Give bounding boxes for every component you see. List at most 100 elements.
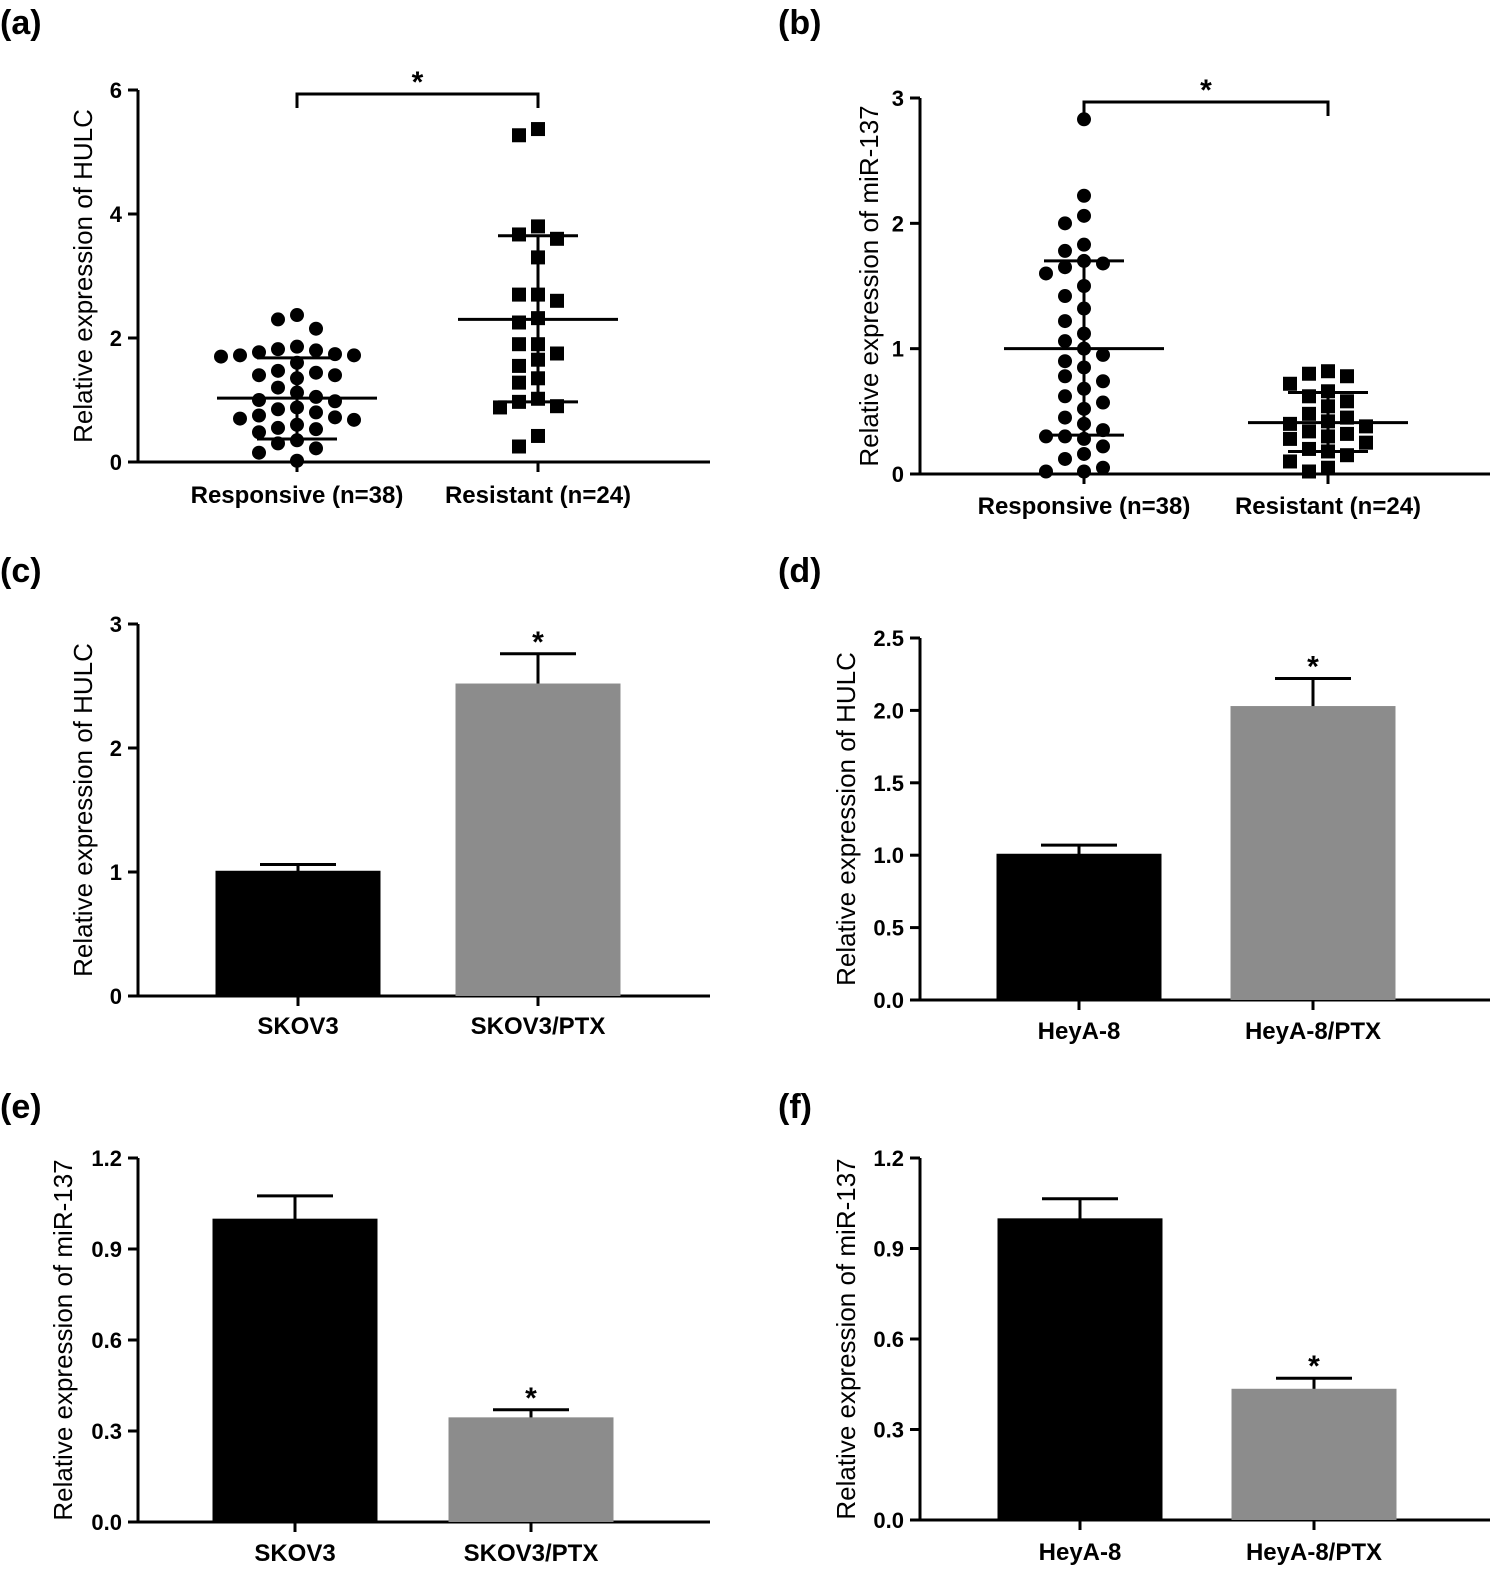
y-tick-label: 2.0	[873, 698, 904, 723]
data-point-circle	[1096, 256, 1110, 271]
data-point-square	[1340, 426, 1354, 441]
y-tick-label: 3	[892, 86, 904, 111]
y-tick-label: 0	[110, 450, 122, 475]
data-point-circle	[252, 393, 266, 407]
data-point-square	[1302, 366, 1316, 381]
y-tick-label: 0.0	[873, 988, 904, 1013]
data-point-circle	[1058, 243, 1072, 258]
data-point-square	[1340, 410, 1354, 425]
y-tick-label: 1.2	[873, 1146, 904, 1171]
panel-b: (b) 0 1 2 3 Relative expression of miR-137 Res…	[778, 4, 1490, 520]
panel-c: (c) 0 1 2 3 Relative expression of HULC SKOV3 S…	[0, 552, 710, 1040]
panel-label: (c)	[0, 552, 42, 590]
x-category-label: SKOV3/PTX	[464, 1540, 599, 1567]
bar-1	[996, 853, 1162, 1000]
data-point-square	[1302, 441, 1316, 456]
bar-1	[212, 1218, 378, 1522]
data-point-square	[1321, 460, 1335, 475]
data-point-circle	[252, 345, 266, 360]
significance-bracket	[295, 92, 540, 108]
data-point-circle	[1077, 237, 1091, 252]
y-tick-label: 0.9	[873, 1237, 904, 1262]
data-point-square	[512, 375, 526, 390]
data-point-circle	[214, 349, 228, 364]
data-point-square	[550, 231, 564, 246]
bar-1	[997, 1218, 1163, 1520]
y-tick-label: 0.3	[91, 1419, 122, 1444]
data-point-circle	[1058, 314, 1072, 329]
data-point-circle	[1096, 395, 1110, 410]
data-point-square	[1340, 369, 1354, 384]
y-tick-label: 0.6	[91, 1328, 122, 1353]
significance-star: *	[1307, 651, 1319, 684]
data-point-circle	[1096, 374, 1110, 389]
data-point-circle	[328, 410, 342, 425]
data-point-circle	[309, 343, 323, 358]
data-point-circle	[290, 453, 304, 468]
y-tick-label: 1	[892, 337, 904, 362]
data-point-square	[512, 358, 526, 373]
data-point-circle	[1058, 410, 1072, 425]
data-point-circle	[271, 402, 285, 417]
y-tick-label: 0	[892, 462, 904, 487]
x-category-label: Resistant (n=24)	[445, 482, 631, 509]
data-point-circle	[1058, 289, 1072, 304]
y-axis-title: Relative expression of miR-137	[48, 1159, 78, 1520]
x-category-label: HeyA-8	[1038, 1018, 1121, 1045]
panel-label: (b)	[778, 4, 821, 42]
y-axis-title: Relative expression of miR-137	[831, 1158, 861, 1519]
y-tick-label: 1.2	[91, 1146, 122, 1171]
bar-1	[215, 870, 381, 996]
data-point-square	[493, 400, 507, 415]
data-point-square	[1302, 424, 1316, 439]
bar-2	[455, 683, 621, 996]
y-tick-label: 3	[110, 612, 122, 637]
panel-label: (d)	[778, 552, 821, 590]
data-point-circle	[1058, 260, 1072, 275]
panel-f: (f) 0.0 0.3 0.6 0.9 1.2 Relative expression of…	[778, 1088, 1490, 1566]
y-tick-label: 0.9	[91, 1237, 122, 1262]
data-point-circle	[271, 363, 285, 378]
data-point-square	[512, 287, 526, 302]
data-point-circle	[1096, 439, 1110, 454]
y-tick-label: 1.0	[873, 843, 904, 868]
data-point-square	[512, 439, 526, 454]
data-point-circle	[1096, 460, 1110, 475]
bar-2	[448, 1417, 614, 1522]
data-point-circle	[1039, 266, 1053, 281]
data-point-circle	[233, 348, 247, 363]
data-point-square	[1340, 394, 1354, 409]
significance-star: *	[525, 1382, 537, 1415]
data-point-circle	[1058, 451, 1072, 466]
data-point-square	[531, 219, 545, 234]
data-point-circle	[271, 342, 285, 357]
y-tick-label: 0	[110, 984, 122, 1009]
panel-label: (f)	[778, 1088, 812, 1126]
data-point-circle	[290, 339, 304, 354]
data-point-square	[1302, 406, 1316, 421]
bar-2	[1230, 706, 1396, 1000]
y-tick-label: 1.5	[873, 771, 904, 796]
data-point-circle	[1077, 446, 1091, 461]
significance-star: *	[1200, 74, 1212, 107]
y-axis-title: Relative expression of HULC	[68, 109, 98, 443]
data-point-circle	[1058, 369, 1072, 384]
data-point-circle	[1077, 208, 1091, 223]
y-tick-label: 0.3	[873, 1418, 904, 1443]
x-category-label: SKOV3/PTX	[471, 1013, 606, 1040]
y-tick-label: 2	[892, 211, 904, 236]
panel-label: (a)	[0, 4, 42, 42]
y-axis-title: Relative expression of miR-137	[854, 105, 884, 466]
data-point-square	[512, 315, 526, 330]
y-tick-label: 6	[110, 78, 122, 103]
significance-star: *	[412, 66, 424, 99]
y-tick-label: 1	[110, 860, 122, 885]
panel-label: (e)	[0, 1088, 42, 1126]
data-point-circle	[309, 441, 323, 456]
y-tick-label: 2	[110, 326, 122, 351]
data-point-circle	[328, 368, 342, 383]
data-point-circle	[1096, 347, 1110, 362]
x-category-label: Responsive (n=38)	[978, 493, 1191, 520]
data-point-circle	[1058, 354, 1072, 369]
